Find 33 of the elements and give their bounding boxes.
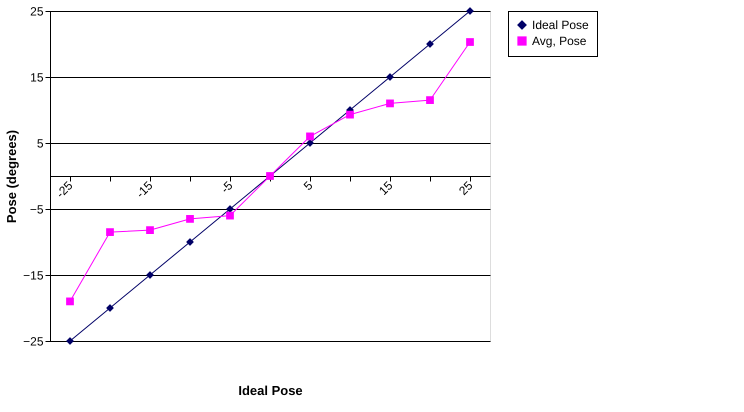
x-tick-label: 25 [456, 178, 476, 198]
point [466, 7, 474, 15]
point [186, 215, 194, 223]
y-tick-label: 5 [36, 136, 44, 150]
point [146, 271, 154, 279]
x-tick-label: -15 [133, 178, 156, 201]
point [66, 337, 74, 345]
point [226, 212, 234, 220]
point [346, 110, 354, 118]
y-tick-label: 25 [30, 4, 44, 18]
point [466, 38, 474, 46]
x-tick-label: -5 [218, 178, 236, 196]
point [386, 73, 394, 81]
point [106, 304, 114, 312]
point [66, 298, 74, 306]
legend-label: Avg, Pose [532, 34, 587, 48]
point [426, 40, 434, 48]
y-tick-label: −5 [30, 202, 44, 216]
x-tick-label: -25 [53, 178, 76, 201]
y-tick-label: −15 [23, 268, 44, 282]
point [146, 226, 154, 234]
point [106, 228, 114, 236]
point [186, 238, 194, 246]
y-axis-title: Pose (degrees) [4, 130, 20, 224]
x-tick-label: 5 [300, 178, 316, 194]
y-tick-label: −25 [23, 334, 44, 348]
x-axis-title: Ideal Pose [238, 383, 303, 398]
y-tick-label: 15 [30, 70, 44, 84]
point [306, 132, 314, 140]
legend-label: Ideal Pose [532, 18, 590, 32]
point [386, 100, 394, 108]
x-tick-label: 15 [376, 178, 396, 198]
point [426, 96, 434, 104]
